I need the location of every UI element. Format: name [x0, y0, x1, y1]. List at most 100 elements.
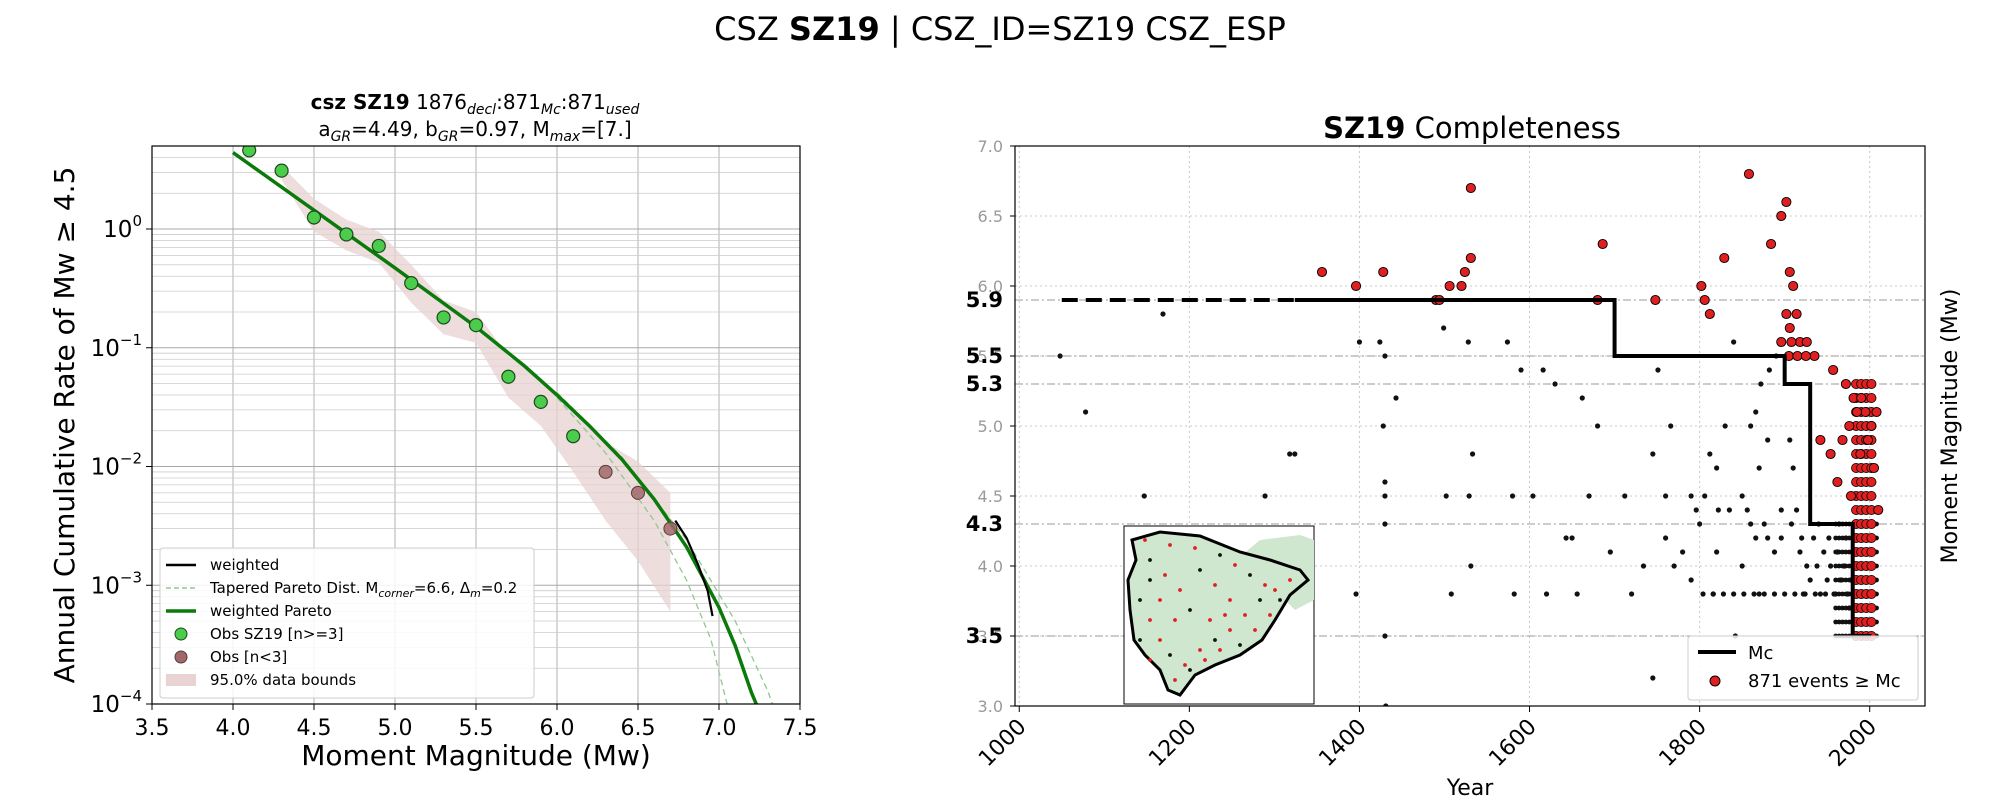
right-event-above-mc — [1776, 336, 1787, 348]
right-event-below-mc — [1382, 353, 1388, 359]
right-y-tick-label: 5.5 — [978, 347, 1003, 366]
right-event-above-mc — [1788, 280, 1799, 292]
right-event-below-mc — [1377, 339, 1383, 345]
right-event-below-mc — [1700, 591, 1706, 597]
right-event-below-mc — [1833, 563, 1839, 569]
inset-map-event — [1203, 658, 1207, 662]
right-event-below-mc — [1543, 591, 1550, 597]
right-event-above-mc — [1801, 336, 1812, 348]
right-event-above-mc — [1456, 280, 1467, 292]
right-event-below-mc — [1833, 549, 1839, 555]
right-event-below-mc — [1765, 437, 1771, 443]
right-y-tick-label: 4.5 — [978, 487, 1003, 506]
right-event-above-mc — [1837, 434, 1848, 446]
right-event-below-mc — [1739, 563, 1745, 569]
right-event-below-mc — [1530, 493, 1536, 499]
right-event-above-mc — [1378, 266, 1389, 278]
right-x-tick-label: 2000 — [1825, 715, 1882, 772]
right-event-below-mc — [1744, 507, 1750, 513]
left-chart-title-line1: csz SZ19 1876decl:871Mc:871used — [311, 90, 640, 118]
right-event-below-mc — [1799, 535, 1805, 541]
left-x-tick-label: 7.5 — [783, 716, 818, 741]
right-event-below-mc — [1802, 591, 1808, 597]
right-event-below-mc — [1466, 493, 1472, 499]
right-event-below-mc — [1441, 325, 1447, 331]
right-event-below-mc — [1680, 549, 1686, 555]
left-legend-swatch — [166, 674, 196, 686]
right-event-below-mc — [1741, 591, 1747, 597]
right-event-above-mc — [1866, 420, 1877, 432]
inset-map-zone-outline — [1126, 530, 1311, 697]
inset-map-event — [1268, 613, 1272, 617]
inset-map-event — [1278, 598, 1282, 602]
left-x-tick-label: 3.5 — [135, 716, 170, 741]
right-event-below-mc — [1790, 465, 1796, 471]
right-event-below-mc — [1748, 423, 1754, 429]
inset-map-event — [1173, 678, 1177, 682]
right-event-above-mc — [1465, 182, 1476, 194]
inset-map-event — [1213, 638, 1217, 642]
right-x-tick-label: 1000 — [974, 715, 1031, 772]
left-weighted-line — [674, 520, 714, 617]
inset-map-event — [1138, 638, 1142, 642]
right-event-above-mc — [1809, 350, 1820, 362]
right-event-above-mc — [1316, 266, 1328, 278]
left-obs-point — [404, 276, 419, 291]
right-event-above-mc — [1866, 617, 1877, 628]
inset-map-event — [1163, 573, 1167, 577]
right-event-below-mc — [1569, 535, 1575, 541]
inset-map-event — [1168, 543, 1172, 547]
inset-map-event — [1243, 613, 1247, 617]
right-event-below-mc — [1731, 339, 1737, 345]
right-event-below-mc — [1840, 605, 1845, 611]
inset-map — [1123, 525, 1315, 705]
right-event-above-mc — [1862, 434, 1874, 446]
right-chart-title: SZ19 Completeness — [1323, 111, 1621, 145]
right-event-below-mc — [1518, 367, 1524, 373]
right-event-above-mc — [1844, 420, 1855, 432]
right-event-below-mc — [1380, 423, 1386, 429]
right-event-below-mc — [1468, 563, 1474, 569]
right-event-above-mc — [1873, 504, 1884, 516]
right-event-above-mc — [1719, 252, 1730, 264]
right-event-below-mc — [1607, 549, 1613, 555]
right-event-above-mc — [1597, 238, 1608, 250]
right-event-above-mc — [1866, 547, 1877, 558]
right-event-below-mc — [1843, 563, 1849, 569]
right-event-below-mc — [1382, 479, 1388, 485]
right-event-below-mc — [1628, 591, 1635, 597]
right-event-below-mc — [1640, 563, 1647, 569]
left-obs-point — [242, 146, 257, 158]
left-obs-few-point — [598, 464, 613, 479]
left-chart: csz SZ19 1876decl:871Mc:871used aGR=4.49… — [48, 90, 818, 772]
inset-map-event — [1208, 618, 1212, 622]
right-event-below-mc — [1793, 507, 1800, 513]
right-event-below-mc — [1833, 605, 1839, 611]
left-legend-label: weighted Pareto — [210, 602, 332, 620]
right-event-below-mc — [1382, 493, 1388, 499]
right-event-above-mc — [1866, 392, 1877, 403]
right-event-below-mc — [1141, 493, 1147, 499]
left-obs-point — [436, 310, 451, 325]
right-event-below-mc — [1650, 451, 1656, 457]
right-x-axis-label: Year — [1446, 776, 1495, 800]
right-event-below-mc — [1846, 577, 1852, 583]
inset-map-event — [1148, 558, 1152, 562]
left-y-axis-label: Annual Cumulative Rate of Mw ≥ 4.5 — [48, 167, 81, 684]
right-event-below-mc — [1846, 563, 1852, 569]
left-obs-few-point — [631, 485, 645, 500]
left-y-tick-label: 10−3 — [91, 568, 142, 599]
right-event-above-mc — [1650, 294, 1661, 306]
right-event-below-mc — [1797, 549, 1803, 555]
right-event-below-mc — [1833, 591, 1839, 597]
right-event-above-mc — [1866, 575, 1877, 586]
right-y-ticks: 3.0 3.5 4.0 4.5 5.0 5.5 6.0 6.5 7.0 — [978, 137, 1015, 716]
right-event-below-mc — [1840, 535, 1845, 541]
right-event-below-mc — [1697, 521, 1703, 527]
right-event-above-mc — [1766, 238, 1777, 250]
inset-map-event — [1198, 648, 1202, 652]
right-legend-box — [1687, 635, 1919, 701]
right-event-below-mc — [1509, 493, 1516, 499]
inset-map-event — [1258, 598, 1262, 602]
right-event-below-mc — [1511, 591, 1517, 597]
